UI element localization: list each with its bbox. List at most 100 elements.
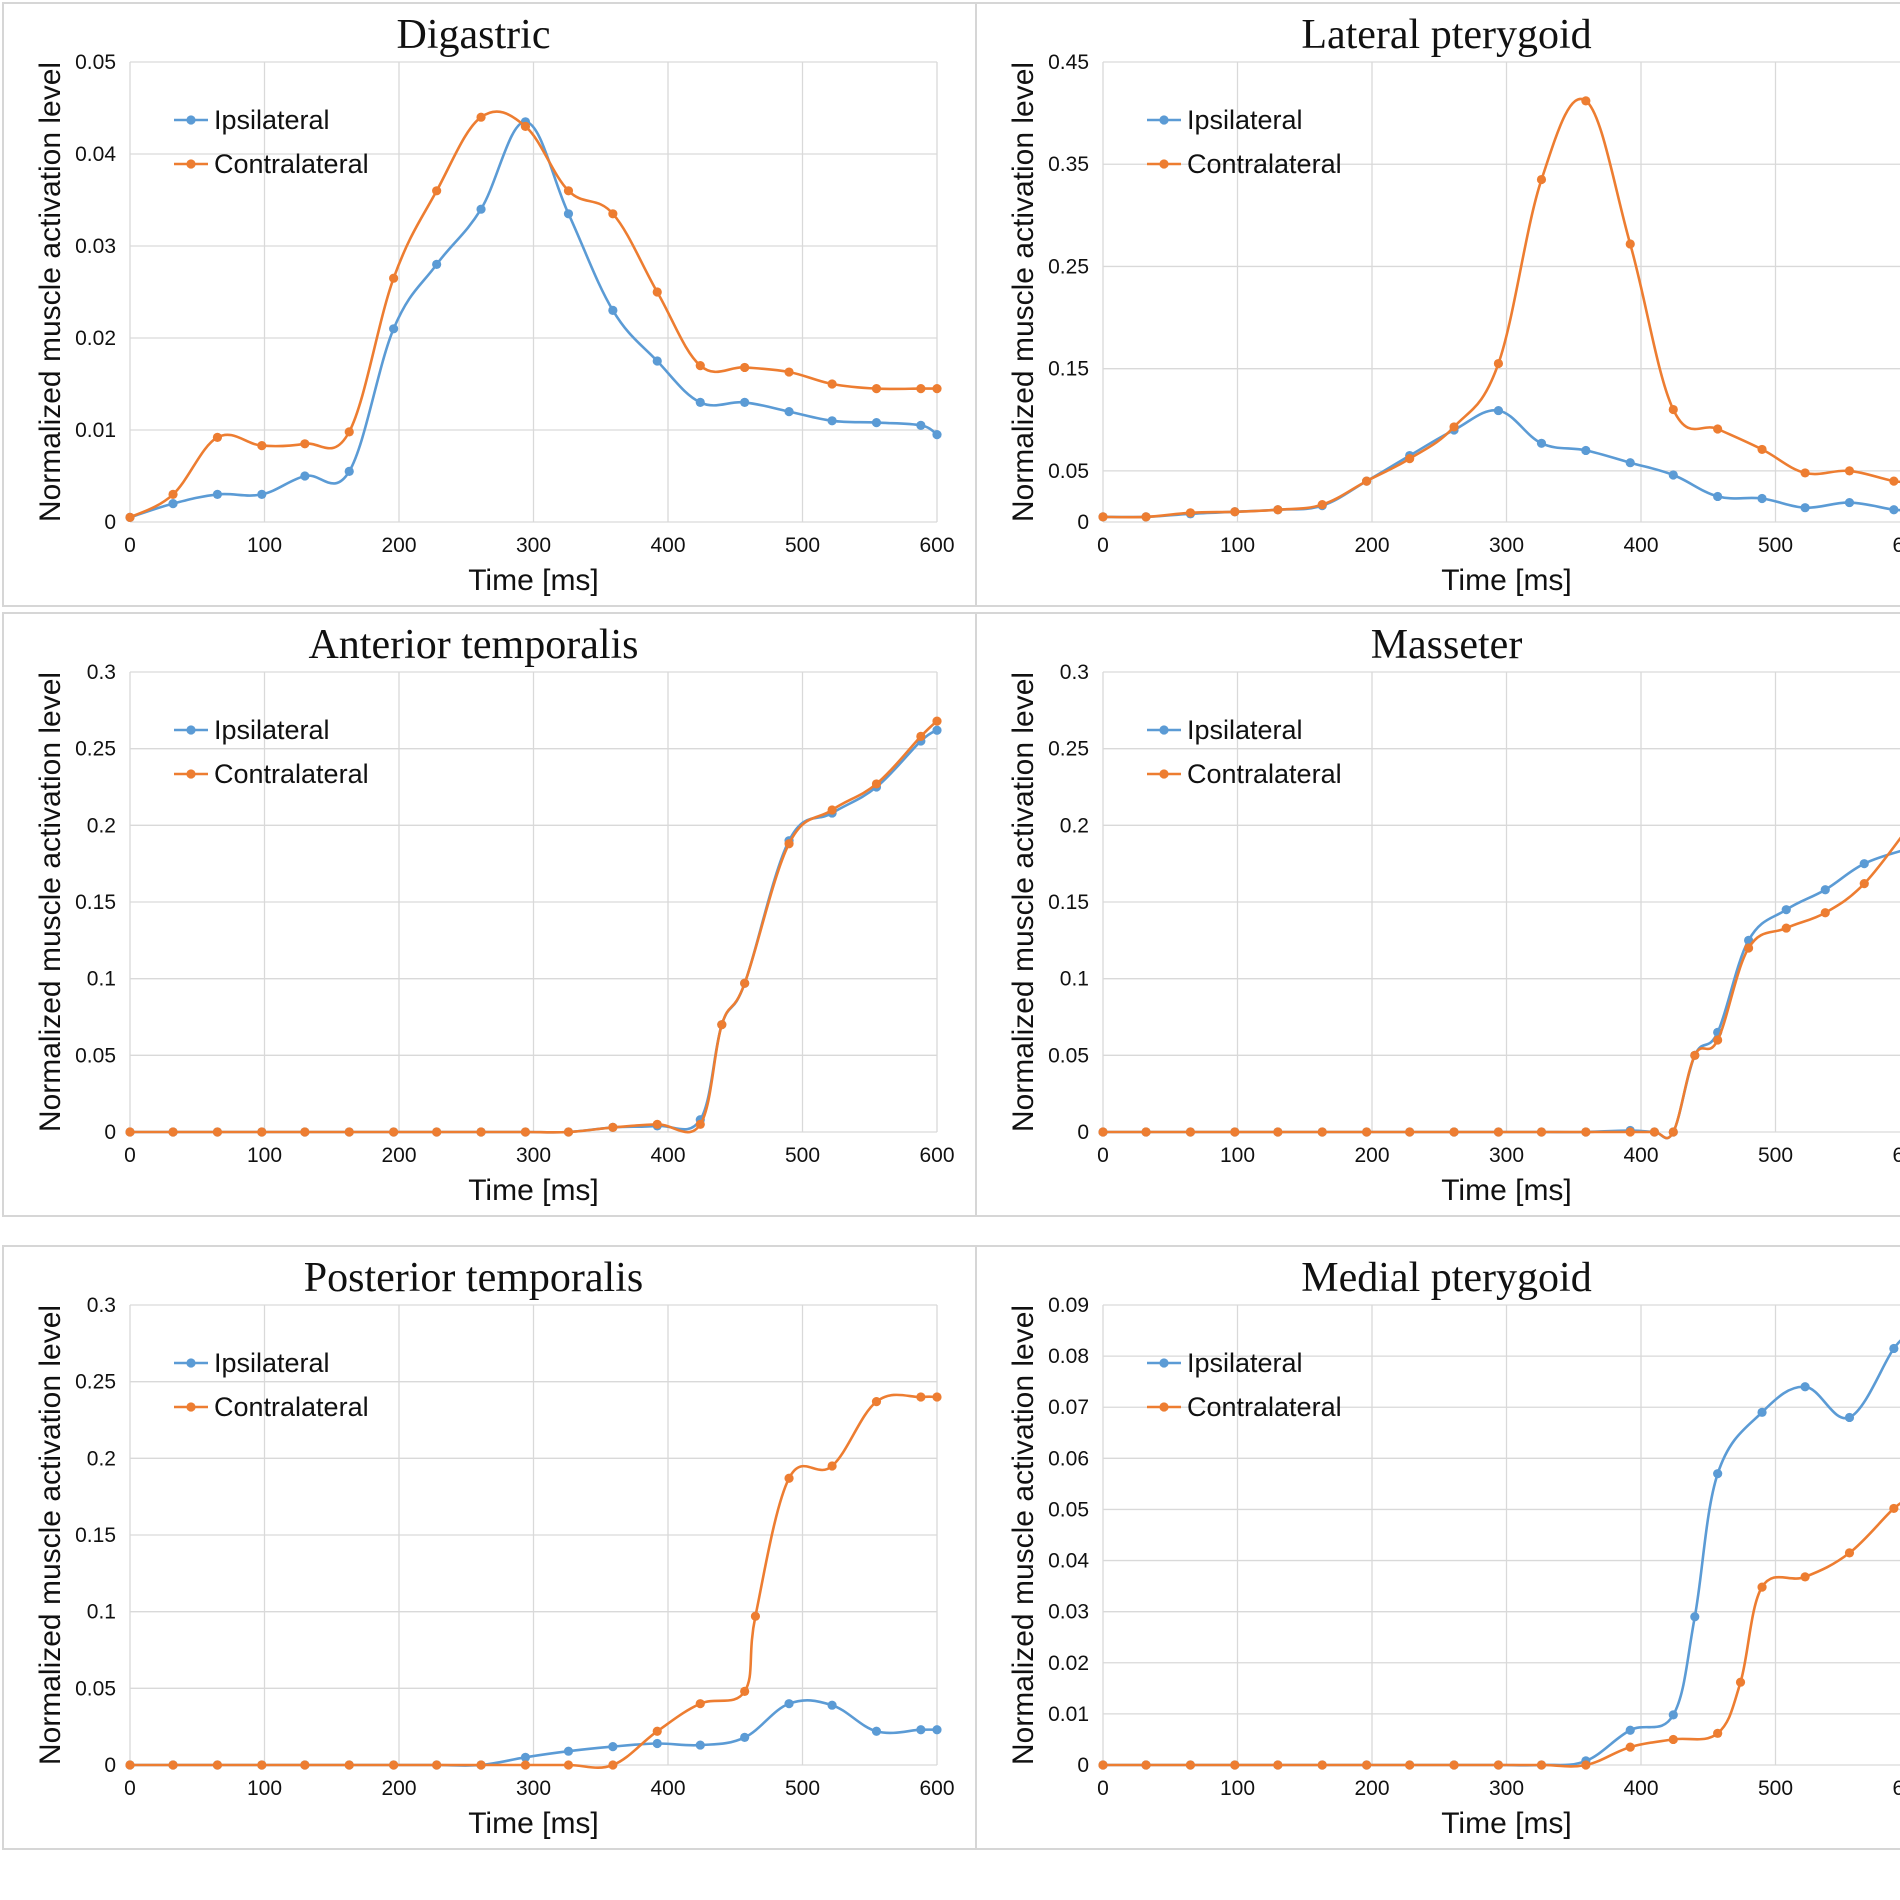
data-point-contralateral — [1757, 1582, 1767, 1592]
data-point-contralateral — [1889, 1503, 1899, 1514]
data-point-contralateral — [740, 1686, 750, 1696]
x-tick-label: 300 — [516, 1777, 551, 1800]
data-point-contralateral — [1317, 1127, 1327, 1137]
x-tick-label: 0 — [1097, 1777, 1109, 1800]
chart-panel-4: Masseter 0 0.05 0.1 0.15 0.2 0.25 0.3 0 100 200 300… — [975, 612, 1900, 1217]
series-line-contralateral — [1102, 97, 1900, 519]
data-point-contralateral — [344, 1760, 354, 1770]
data-point-contralateral — [212, 1760, 223, 1770]
legend-label-ipsilateral: Ipsilateral — [214, 1348, 330, 1378]
data-point-ipsilateral — [916, 420, 926, 430]
data-point-contralateral — [1493, 358, 1504, 369]
chart-svg: Masseter 0 0.05 0.1 0.15 0.2 0.25 0.3 0 100 200 300… — [1007, 622, 1900, 1207]
chart-panel-5: Posterior temporalis 0 0.05 0.1 0.15 0.2 0.25 0… — [2, 1245, 977, 1850]
data-point-contralateral — [563, 186, 574, 196]
x-tick-label: 0 — [1097, 534, 1109, 557]
data-point-contralateral — [740, 362, 750, 373]
legend-label-contralateral: Contralateral — [214, 759, 369, 789]
data-point-contralateral — [916, 731, 926, 741]
x-tick-label: 100 — [247, 1777, 282, 1800]
data-point-ipsilateral — [563, 209, 574, 219]
data-point-ipsilateral — [608, 305, 618, 315]
data-point-ipsilateral — [1713, 1469, 1723, 1479]
x-tick-label: 0 — [124, 1777, 136, 1800]
data-point-contralateral — [1141, 1760, 1151, 1770]
data-point-contralateral — [1317, 500, 1327, 510]
y-tick-label: 0.03 — [1048, 1601, 1089, 1624]
data-point-contralateral — [1668, 1127, 1678, 1137]
data-point-contralateral — [257, 1760, 267, 1770]
data-point-contralateral — [1449, 1127, 1459, 1137]
data-point-ipsilateral — [932, 725, 942, 735]
data-point-ipsilateral — [168, 499, 178, 509]
data-point-contralateral — [1536, 1760, 1547, 1770]
data-point-contralateral — [389, 1760, 399, 1770]
data-point-contralateral — [1230, 1760, 1240, 1770]
legend-marker-contralateral — [1159, 769, 1169, 779]
data-point-ipsilateral — [652, 1738, 662, 1749]
y-tick-label: 0.05 — [1048, 1498, 1089, 1521]
data-point-contralateral — [1362, 476, 1372, 486]
data-point-ipsilateral — [784, 1699, 794, 1709]
data-point-ipsilateral — [871, 1726, 882, 1736]
data-point-contralateral — [932, 716, 942, 726]
data-point-ipsilateral — [1625, 1725, 1635, 1735]
chart-panel-1: Digastric 0 0.01 0.02 0.03 0.04 0.05 0 100 200 300… — [2, 2, 977, 607]
data-point-ipsilateral — [1844, 497, 1855, 508]
y-tick-label: 0.3 — [1060, 661, 1089, 684]
y-tick-label: 0 — [1077, 1121, 1089, 1144]
x-tick-label: 200 — [1354, 1777, 1389, 1800]
data-point-contralateral — [608, 1122, 618, 1132]
chart-svg: Lateral pterygoid 0 0.05 0.15 0.25 0.35 0.45 0 1… — [1007, 12, 1900, 597]
data-point-contralateral — [932, 384, 942, 394]
data-point-ipsilateral — [1757, 493, 1767, 504]
y-tick-label: 0.15 — [1048, 891, 1089, 914]
data-point-ipsilateral — [1493, 405, 1504, 416]
x-tick-label: 600 — [919, 534, 954, 557]
y-tick-label: 0.45 — [1048, 51, 1089, 74]
x-tick-label: 500 — [1758, 1144, 1793, 1167]
chart-title: Masseter — [1371, 622, 1523, 668]
y-tick-label: 0.06 — [1048, 1447, 1089, 1470]
data-point-contralateral — [1820, 908, 1830, 918]
data-point-contralateral — [1536, 1127, 1547, 1137]
data-point-ipsilateral — [740, 397, 750, 407]
legend-label-contralateral: Contralateral — [214, 149, 369, 179]
data-point-ipsilateral — [1625, 458, 1635, 468]
legend-label-contralateral: Contralateral — [1187, 149, 1342, 179]
data-point-ipsilateral — [1668, 470, 1678, 480]
data-point-contralateral — [1800, 1572, 1810, 1582]
x-tick-label: 100 — [1220, 1144, 1255, 1167]
data-point-ipsilateral — [1844, 1412, 1855, 1423]
x-axis-label: Time [ms] — [468, 1174, 599, 1207]
data-point-contralateral — [476, 1760, 486, 1770]
legend-marker-contralateral — [186, 769, 196, 779]
y-tick-label: 0 — [104, 1121, 116, 1144]
legend-marker-ipsilateral — [186, 115, 196, 125]
chart-svg: Medial pterygoid 0 0.01 0.02 0.03 0.04 0.05 0.0… — [1007, 1255, 1900, 1840]
data-point-ipsilateral — [1581, 445, 1591, 456]
x-tick-label: 500 — [785, 1144, 820, 1167]
data-point-ipsilateral — [212, 489, 223, 499]
x-tick-label: 600 — [1892, 534, 1900, 557]
y-tick-label: 0.05 — [75, 1044, 116, 1067]
data-point-contralateral — [1185, 1127, 1196, 1137]
y-tick-label: 0.25 — [1048, 738, 1089, 761]
series-line-contralateral — [130, 1393, 938, 1769]
data-point-contralateral — [168, 1127, 178, 1137]
data-point-contralateral — [1141, 1127, 1151, 1137]
y-tick-label: 0.1 — [87, 1601, 116, 1624]
x-tick-label: 200 — [1354, 534, 1389, 557]
x-tick-label: 0 — [124, 1144, 136, 1167]
y-tick-label: 0.01 — [75, 419, 116, 442]
data-point-contralateral — [168, 489, 178, 499]
data-point-ipsilateral — [1713, 491, 1723, 502]
data-point-contralateral — [750, 1611, 761, 1621]
y-tick-label: 0.3 — [87, 1294, 116, 1317]
y-axis-label: Normalized muscle activation level — [1007, 672, 1040, 1132]
data-point-contralateral — [1493, 1127, 1504, 1137]
data-point-contralateral — [520, 1760, 531, 1770]
data-point-contralateral — [1744, 943, 1754, 953]
data-point-contralateral — [1668, 404, 1678, 415]
